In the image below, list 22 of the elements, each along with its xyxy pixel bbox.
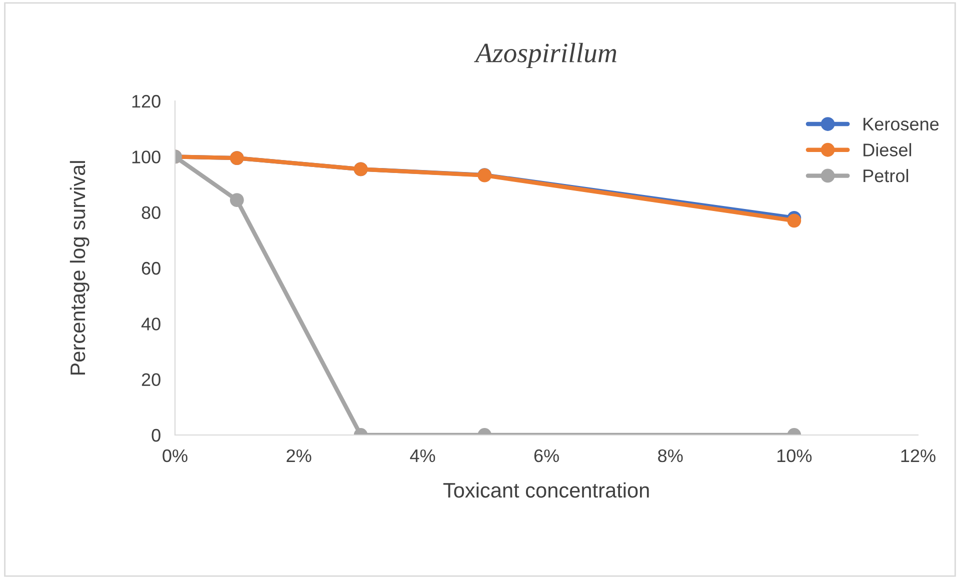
y-tick-label: 40: [141, 318, 160, 330]
x-axis-title: Toxicant concentration: [443, 482, 649, 498]
y-tick-label: 60: [142, 262, 160, 275]
legend-label: Kerosene: [864, 118, 939, 131]
x-tick-label: 8%: [658, 449, 683, 462]
y-tick-label: 20: [142, 373, 160, 386]
x-tick-label: 0%: [162, 449, 188, 462]
x-tick-label: 12%: [901, 449, 936, 462]
legend-label: Petrol: [864, 168, 908, 182]
x-tick-label: 10%: [777, 449, 812, 462]
y-axis-title: Percentage log survival: [70, 161, 90, 375]
y-tick-label: 100: [132, 150, 160, 164]
x-tick-label: 4%: [410, 449, 436, 462]
x-tick-label: 2%: [286, 449, 312, 462]
legend-label: Diesel: [864, 143, 912, 156]
chart-title: Azospirillum: [474, 42, 616, 68]
point: [230, 193, 244, 208]
x-tick-label: 6%: [534, 449, 559, 462]
y-tick-label: 120: [132, 94, 160, 108]
point: [787, 214, 802, 228]
y-tick-label: 80: [142, 206, 160, 220]
y-tick-label: 0: [152, 428, 160, 442]
